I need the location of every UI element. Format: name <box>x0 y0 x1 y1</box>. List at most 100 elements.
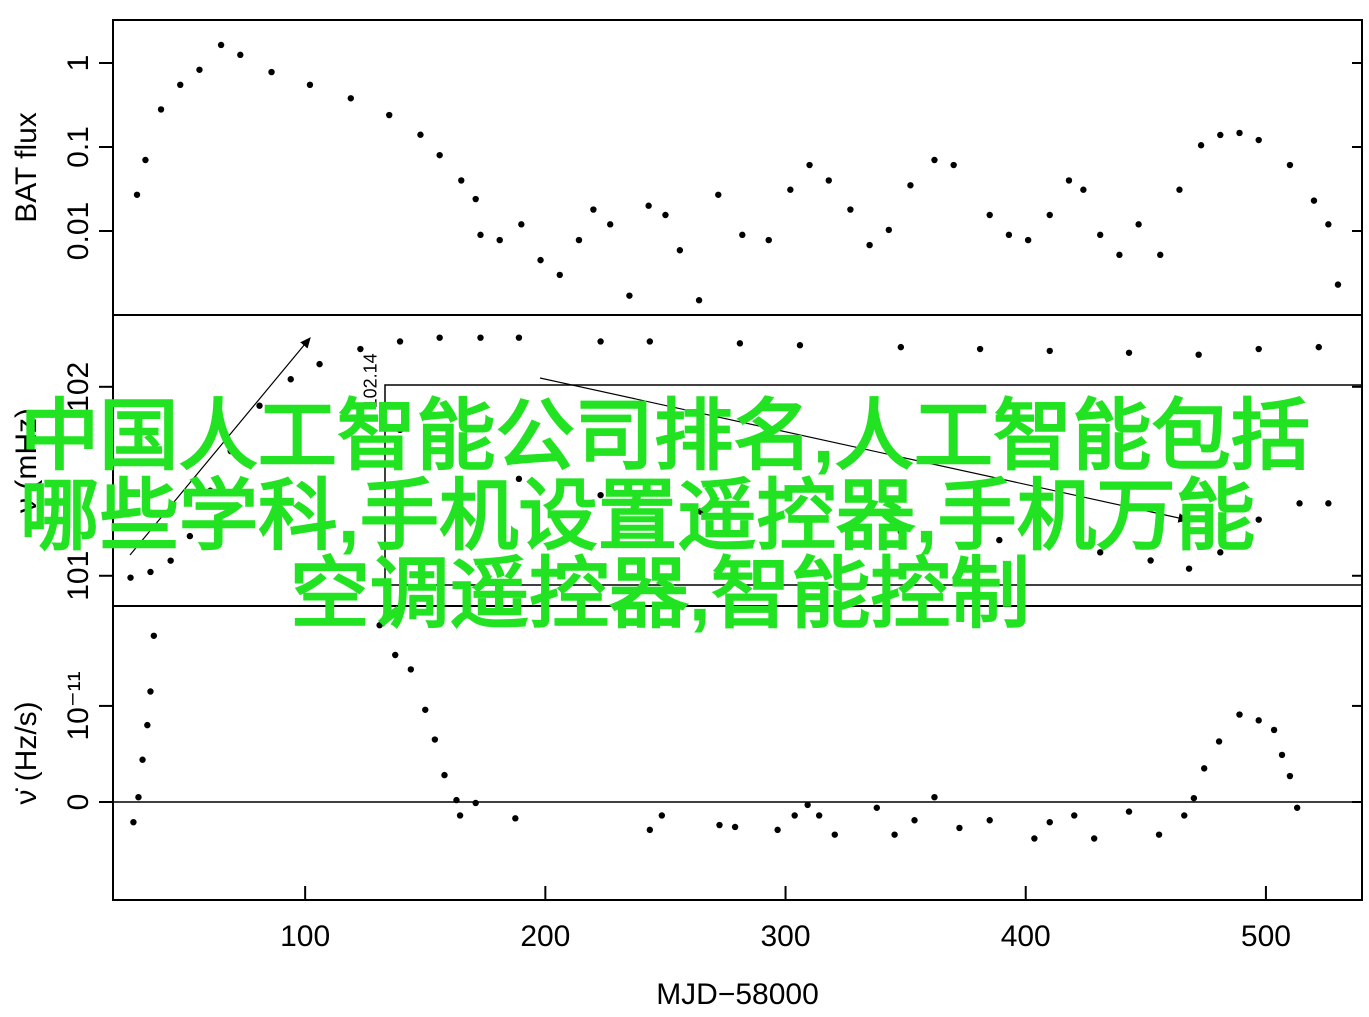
data-point <box>1296 500 1303 507</box>
data-point <box>866 241 873 249</box>
data-point <box>715 191 722 198</box>
data-point <box>931 156 938 164</box>
overlay-line: 中国人工智能公司排名,人工智能包括 <box>20 392 1310 480</box>
data-point <box>1255 516 1262 523</box>
data-point <box>1046 347 1053 355</box>
data-point <box>956 824 963 832</box>
data-point <box>907 182 914 189</box>
y-tick-label: 101 <box>62 551 95 601</box>
data-point <box>873 804 881 811</box>
data-point <box>139 756 146 763</box>
data-point <box>1315 343 1322 351</box>
data-point <box>1270 726 1278 734</box>
data-point <box>407 666 415 673</box>
data-point <box>815 812 823 819</box>
data-point <box>147 688 154 695</box>
data-point <box>787 186 794 193</box>
data-point <box>606 221 614 228</box>
data-point <box>626 292 633 299</box>
data-point <box>472 799 479 807</box>
data-point <box>186 532 194 540</box>
data-point <box>196 66 203 73</box>
data-point <box>142 156 149 164</box>
data-point <box>147 568 154 576</box>
data-point <box>976 345 984 353</box>
data-point <box>716 821 723 829</box>
data-point <box>518 221 525 228</box>
data-point <box>1197 142 1205 149</box>
data-point <box>144 721 151 729</box>
y-axis-label: BAT flux <box>10 112 43 223</box>
data-point <box>287 376 294 383</box>
data-point <box>1125 349 1133 356</box>
data-point <box>392 651 399 659</box>
plots: 0.01 0.1 1 BAT flux 101 102 ν (mHz) 0 10⁻¹¹ ν̇ (H… <box>10 41 1362 1011</box>
data-point <box>796 516 804 523</box>
data-point <box>1286 161 1294 169</box>
data-point <box>456 812 464 819</box>
data-point <box>1090 835 1098 842</box>
data-point <box>268 68 275 76</box>
data-point <box>157 106 165 113</box>
data-point <box>227 447 234 455</box>
data-point <box>512 815 519 822</box>
data-point <box>1147 557 1154 564</box>
data-point <box>376 622 383 629</box>
overlay: 中国人工智能公司排名,人工智能包括 哪些学科,手机设置遥控器,手机万能 空调遥控… <box>20 392 1310 638</box>
data-point <box>1185 565 1193 572</box>
data-point <box>986 817 993 824</box>
data-point <box>996 536 1003 544</box>
data-point <box>1236 129 1243 137</box>
data-point <box>422 706 429 713</box>
data-point <box>1046 818 1053 826</box>
data-point <box>133 191 141 198</box>
data-point <box>1310 197 1318 204</box>
data-point <box>739 231 746 239</box>
data-point <box>986 211 993 219</box>
data-point <box>796 342 804 349</box>
data-point <box>1031 835 1038 842</box>
y-axis-label: ν̇ (Hz/s) <box>10 701 43 804</box>
data-point <box>217 41 225 49</box>
data-point <box>127 574 134 581</box>
data-point <box>1255 717 1262 724</box>
data-point <box>1065 177 1073 184</box>
data-point <box>646 826 654 834</box>
y-tick-label: 0.1 <box>62 126 95 168</box>
data-point <box>676 247 684 254</box>
data-point <box>472 195 479 203</box>
data-point <box>1157 251 1164 259</box>
y-tick-label: 102 <box>62 362 95 412</box>
data-point <box>695 297 703 304</box>
data-point <box>897 528 905 536</box>
data-point <box>556 271 563 279</box>
data-point <box>496 236 503 244</box>
data-point <box>316 360 323 368</box>
data-point <box>1236 711 1243 718</box>
data-point <box>436 334 443 341</box>
x-tick-label: 400 <box>1001 920 1051 953</box>
y-tick-label: 0 <box>62 794 95 811</box>
data-point <box>1325 500 1332 507</box>
data-point <box>1190 794 1198 802</box>
data-point <box>396 338 404 345</box>
data-point <box>1155 831 1163 838</box>
data-point <box>347 95 354 102</box>
data-point <box>150 632 158 639</box>
data-point <box>1005 231 1013 239</box>
data-point <box>1217 549 1224 556</box>
data-point <box>731 823 739 831</box>
data-point <box>357 345 364 353</box>
data-point <box>177 81 184 89</box>
data-point <box>597 338 604 345</box>
data-point <box>806 161 813 169</box>
inset-frame <box>384 384 1362 586</box>
data-point <box>791 812 798 819</box>
data-point <box>237 51 244 59</box>
data-point <box>477 334 484 341</box>
data-point <box>1286 772 1294 780</box>
data-point <box>804 801 811 809</box>
data-point <box>1046 211 1053 219</box>
data-point <box>1080 186 1087 193</box>
